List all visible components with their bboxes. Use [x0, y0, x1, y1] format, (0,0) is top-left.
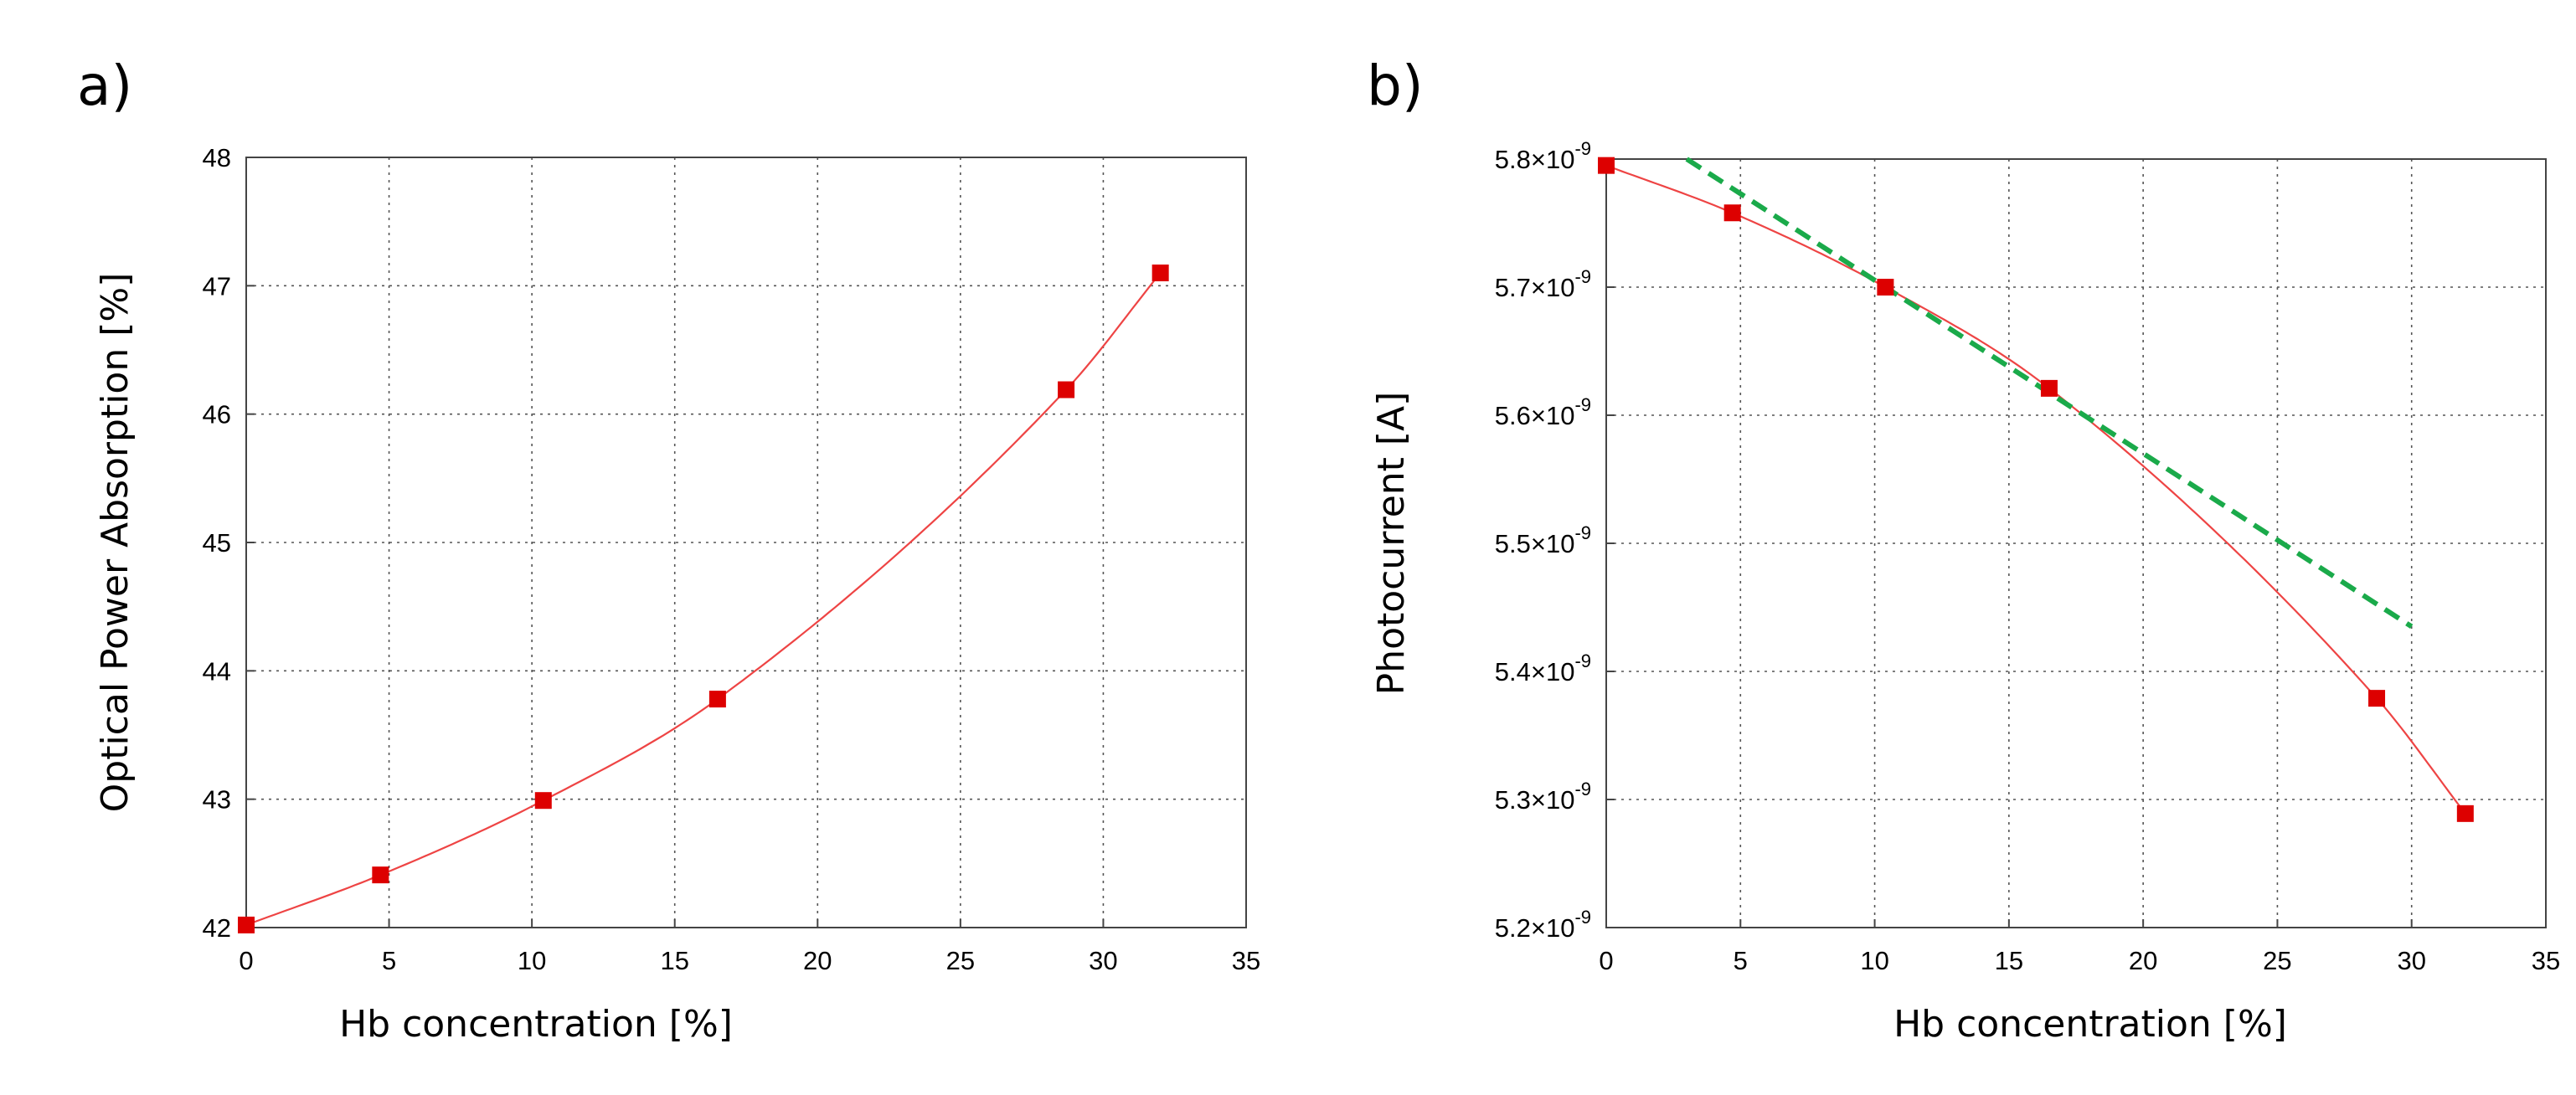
x-tick-label-a-0: 0: [239, 946, 253, 975]
y-tick-label-a-1: 43: [203, 785, 231, 815]
data-point-b-1: [1723, 204, 1741, 222]
x-tick-label-a-2: 10: [518, 946, 546, 975]
data-point-a-0: [238, 916, 255, 933]
data-point-a-3: [708, 691, 726, 708]
x-axis-title-a: Hb concentration [%]: [339, 1003, 733, 1046]
x-axis-title-b: Hb concentration [%]: [1893, 1003, 2287, 1046]
y-tick-label-b-0: 5.2×10-9: [1495, 907, 1591, 943]
y-tick-exponent-b-5: -9: [1574, 266, 1591, 287]
fit-curve-a: [245, 272, 1162, 926]
y-axis-title-b: Photocurrent [A]: [1370, 392, 1413, 696]
x-tick-label-b-7: 35: [2532, 946, 2560, 975]
chart-b: b) 0 5 10 15 20 25 30 35 5.2×10-9 5.3×10-9 5.4×10-…: [1367, 54, 2560, 1046]
y-tick-label-a-3: 45: [203, 528, 231, 558]
y-tick-label-b-4: 5.6×10-9: [1495, 394, 1591, 430]
x-tick-label-b-2: 10: [1860, 946, 1888, 975]
x-tick-label-a-7: 35: [1232, 946, 1260, 975]
y-tick-label-a-5: 47: [203, 271, 231, 301]
data-point-a-5: [1151, 265, 1169, 281]
y-tick-label-b-6: 5.8×10-9: [1495, 138, 1591, 174]
y-tick-exponent-b-6: -9: [1574, 138, 1591, 159]
y-tick-exponent-b-4: -9: [1574, 394, 1591, 415]
y-tick-label-b-2: 5.4×10-9: [1495, 650, 1591, 686]
y-tick-label-b-1: 5.3×10-9: [1495, 779, 1591, 815]
y-tick-label-a-2: 44: [203, 656, 231, 686]
data-point-a-4: [1058, 381, 1075, 398]
x-tick-label-b-5: 25: [2263, 946, 2291, 975]
x-tick-label-a-6: 30: [1089, 946, 1117, 975]
panel-label-b: b): [1367, 54, 1424, 118]
x-tick-label-b-4: 20: [2129, 946, 2157, 975]
data-point-b-3: [2040, 379, 2058, 397]
chart-a: a) 0 5 10 15 20 25 30 35 42 43 44 45 46 47 48 Hb concen…: [77, 54, 1260, 1046]
data-point-b-0: [1598, 157, 1615, 174]
y-tick-exponent-b-2: -9: [1574, 650, 1591, 671]
fit-curve-b: [1605, 164, 2466, 815]
y-tick-exponent-b-0: -9: [1574, 907, 1591, 928]
x-tick-label-a-3: 15: [660, 946, 688, 975]
y-tick-label-b-3: 5.5×10-9: [1495, 522, 1591, 558]
x-tick-label-b-1: 5: [1734, 946, 1748, 975]
x-tick-label-a-1: 5: [382, 946, 396, 975]
x-tick-label-b-6: 30: [2397, 946, 2425, 975]
data-point-b-4: [2368, 690, 2386, 707]
y-tick-label-a-6: 48: [203, 143, 231, 172]
panel-label-a: a): [77, 54, 132, 118]
y-tick-label-b-5: 5.7×10-9: [1495, 266, 1591, 302]
y-tick-label-a-0: 42: [203, 913, 231, 943]
y-axis-title-a: Optical Power Absorption [%]: [94, 273, 137, 813]
x-tick-label-b-3: 15: [1995, 946, 2023, 975]
data-point-b-5: [2456, 805, 2474, 822]
y-tick-exponent-b-3: -9: [1574, 522, 1591, 543]
y-tick-exponent-b-1: -9: [1574, 779, 1591, 799]
data-point-a-2: [534, 792, 552, 810]
x-tick-label-b-0: 0: [1599, 946, 1613, 975]
y-tick-label-a-4: 46: [203, 400, 231, 429]
x-tick-label-a-5: 25: [946, 946, 975, 975]
x-tick-label-a-4: 20: [803, 946, 832, 975]
data-point-a-1: [372, 866, 389, 884]
data-point-b-2: [1877, 279, 1894, 296]
